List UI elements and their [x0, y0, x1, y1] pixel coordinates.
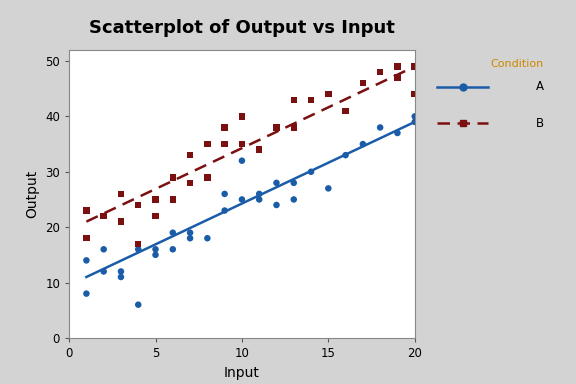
- Point: [410, 119, 419, 125]
- Point: [134, 241, 143, 247]
- Point: [151, 246, 160, 252]
- Point: [203, 174, 212, 180]
- Point: [151, 196, 160, 202]
- Point: [237, 141, 247, 147]
- Point: [134, 246, 143, 252]
- Point: [358, 141, 367, 147]
- Point: [220, 141, 229, 147]
- Text: Scatterplot of Output vs Input: Scatterplot of Output vs Input: [89, 19, 395, 37]
- Point: [185, 230, 195, 236]
- Point: [116, 274, 126, 280]
- Point: [220, 207, 229, 214]
- Y-axis label: Output: Output: [26, 170, 40, 218]
- Point: [306, 169, 316, 175]
- Point: [185, 152, 195, 158]
- Point: [289, 124, 298, 131]
- Text: A: A: [536, 80, 544, 93]
- Point: [324, 91, 333, 97]
- Point: [185, 235, 195, 241]
- Point: [272, 180, 281, 186]
- Point: [134, 202, 143, 208]
- Point: [237, 113, 247, 119]
- Point: [255, 196, 264, 202]
- Point: [289, 196, 298, 202]
- Point: [134, 301, 143, 308]
- Point: [341, 108, 350, 114]
- Point: [358, 80, 367, 86]
- Point: [185, 180, 195, 186]
- Point: [237, 196, 247, 202]
- Point: [99, 246, 108, 252]
- Point: [306, 97, 316, 103]
- Point: [116, 268, 126, 275]
- Point: [324, 185, 333, 192]
- Point: [203, 141, 212, 147]
- Point: [289, 97, 298, 103]
- Point: [272, 202, 281, 208]
- Point: [99, 213, 108, 219]
- Point: [168, 230, 177, 236]
- Point: [99, 268, 108, 275]
- Point: [82, 235, 91, 241]
- Point: [151, 252, 160, 258]
- Point: [255, 191, 264, 197]
- Point: [116, 191, 126, 197]
- Point: [82, 207, 91, 214]
- Point: [168, 174, 177, 180]
- Point: [151, 213, 160, 219]
- Point: [289, 180, 298, 186]
- Point: [341, 152, 350, 158]
- Point: [410, 113, 419, 119]
- Point: [116, 218, 126, 225]
- Point: [203, 235, 212, 241]
- Point: [82, 291, 91, 297]
- Point: [376, 124, 385, 131]
- Point: [393, 63, 402, 70]
- Point: [410, 63, 419, 70]
- Text: Condition: Condition: [491, 59, 544, 69]
- Point: [393, 130, 402, 136]
- Point: [168, 196, 177, 202]
- Point: [255, 147, 264, 153]
- Point: [376, 69, 385, 75]
- Point: [272, 124, 281, 131]
- Point: [168, 246, 177, 252]
- Point: [82, 257, 91, 263]
- Point: [393, 74, 402, 81]
- Point: [410, 91, 419, 97]
- Point: [237, 157, 247, 164]
- X-axis label: Input: Input: [224, 366, 260, 379]
- Text: B: B: [536, 117, 544, 130]
- Point: [220, 191, 229, 197]
- Point: [220, 124, 229, 131]
